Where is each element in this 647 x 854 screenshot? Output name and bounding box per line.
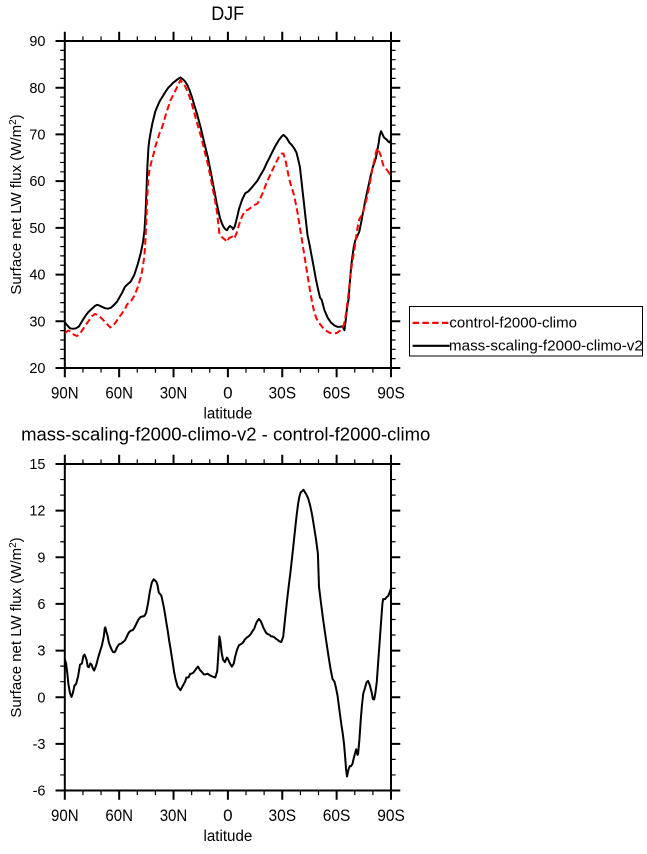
svg-text:15: 15: [29, 457, 45, 473]
svg-text:90N: 90N: [51, 806, 79, 825]
svg-text:60S: 60S: [323, 384, 351, 403]
svg-text:60N: 60N: [105, 806, 133, 825]
svg-text:40: 40: [29, 268, 45, 284]
svg-text:50: 50: [29, 221, 45, 237]
svg-text:90S: 90S: [377, 384, 405, 403]
svg-text:3: 3: [37, 644, 45, 660]
svg-text:90: 90: [29, 34, 45, 50]
svg-text:90N: 90N: [51, 384, 79, 403]
svg-text:latitude: latitude: [204, 828, 253, 845]
svg-text:60S: 60S: [323, 806, 351, 825]
svg-text:70: 70: [29, 128, 45, 144]
svg-text:30: 30: [29, 314, 45, 330]
svg-text:latitude: latitude: [204, 406, 253, 423]
svg-text:60N: 60N: [105, 384, 133, 403]
svg-text:30N: 30N: [160, 384, 188, 403]
svg-text:12: 12: [29, 504, 45, 520]
svg-text:60: 60: [29, 174, 45, 190]
svg-text:mass-scaling-f2000-climo-v2 -: mass-scaling-f2000-climo-v2 - control-f2…: [21, 424, 430, 445]
svg-text:0: 0: [37, 690, 45, 706]
svg-text:0: 0: [223, 384, 232, 403]
svg-text:Surface net LW flux (W/m2): Surface net LW flux (W/m2): [8, 114, 25, 294]
svg-text:-3: -3: [33, 737, 46, 753]
svg-text:9: 9: [37, 550, 45, 566]
svg-text:mass-scaling-f2000-climo-v2: mass-scaling-f2000-climo-v2: [449, 338, 643, 355]
svg-text:80: 80: [29, 81, 45, 97]
svg-text:-6: -6: [33, 784, 46, 800]
svg-text:6: 6: [37, 597, 45, 613]
svg-text:20: 20: [29, 361, 45, 377]
svg-text:90S: 90S: [377, 806, 405, 825]
svg-text:DJF: DJF: [211, 3, 244, 25]
svg-text:30N: 30N: [160, 806, 188, 825]
svg-text:control-f2000-climo: control-f2000-climo: [449, 315, 577, 332]
svg-text:0: 0: [223, 806, 232, 825]
svg-text:30S: 30S: [269, 384, 297, 403]
svg-text:30S: 30S: [269, 806, 297, 825]
svg-text:Surface net LW flux (W/m2): Surface net LW flux (W/m2): [8, 537, 25, 717]
